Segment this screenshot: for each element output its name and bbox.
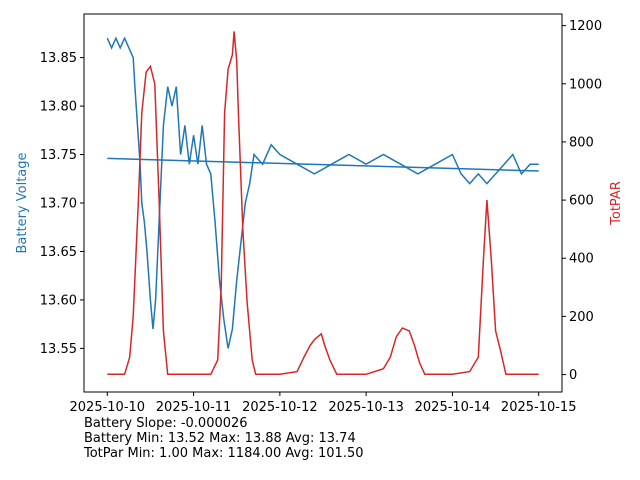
y-left-tick-label: 13.80 bbox=[40, 100, 77, 115]
stats-line-slope: Battery Slope: -0.000026 bbox=[84, 416, 248, 431]
y-right-tick-label: 200 bbox=[569, 310, 594, 325]
series-line-0 bbox=[106, 36, 539, 349]
x-tick-label: 2025-10-15 bbox=[501, 400, 577, 415]
y-right-tick-label: 1000 bbox=[569, 77, 602, 92]
y-axis-label-battery: Battery Voltage bbox=[15, 152, 30, 253]
x-tick-label: 2025-10-14 bbox=[415, 400, 491, 415]
y-right-tick-label: 400 bbox=[569, 252, 594, 267]
x-tick-label: 2025-10-13 bbox=[328, 400, 404, 415]
y-left-tick-label: 13.55 bbox=[40, 342, 77, 357]
x-tick-label: 2025-10-10 bbox=[70, 400, 146, 415]
y-right-tick-label: 0 bbox=[569, 368, 577, 383]
plot-frame bbox=[83, 13, 563, 393]
y-left-tick-label: 13.85 bbox=[40, 51, 77, 66]
x-axis: 2025-10-10 2025-10-11 2025-10-12 2025-10-13… bbox=[70, 392, 577, 415]
y-right-tick-label: 1200 bbox=[569, 19, 602, 34]
y-left-tick-label: 13.60 bbox=[40, 293, 77, 308]
y-right-tick-label: 600 bbox=[569, 194, 594, 209]
series-line-2 bbox=[107, 31, 539, 376]
y-right-tick-label: 800 bbox=[569, 135, 594, 150]
y-left-tick-label: 13.70 bbox=[40, 197, 77, 212]
stats-line-totpar: TotPar Min: 1.00 Max: 1184.00 Avg: 101.5… bbox=[84, 446, 364, 461]
y-axis-battery: 13.55 13.60 13.65 13.70 13.75 13.80 13.85 bbox=[40, 51, 84, 357]
x-tick-label: 2025-10-11 bbox=[156, 400, 232, 415]
stats-line-battery: Battery Min: 13.52 Max: 13.88 Avg: 13.74 bbox=[84, 431, 356, 446]
y-axis-label-totpar: TotPAR bbox=[609, 181, 624, 226]
x-tick-label: 2025-10-12 bbox=[242, 400, 318, 415]
y-axis-totpar: 0 200 400 600 800 1000 1200 bbox=[562, 19, 602, 383]
y-left-tick-label: 13.75 bbox=[40, 148, 77, 163]
stats-annotation: Battery Slope: -0.000026 Battery Min: 13… bbox=[84, 416, 364, 461]
series-line-1 bbox=[107, 157, 539, 172]
plot-area bbox=[106, 31, 539, 376]
y-left-tick-label: 13.65 bbox=[40, 245, 77, 260]
